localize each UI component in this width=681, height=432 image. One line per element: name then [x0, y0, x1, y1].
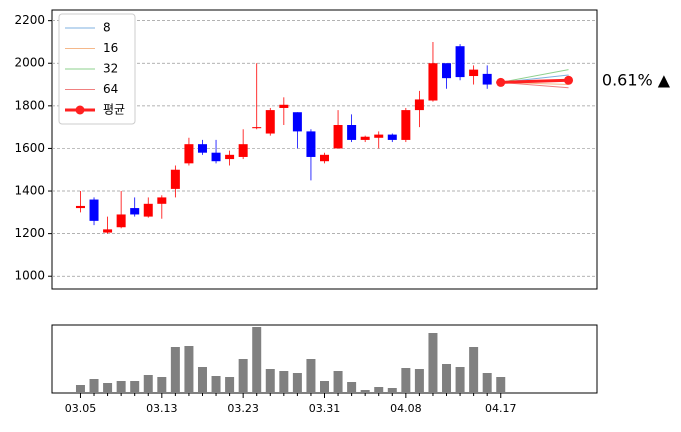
candle-body — [320, 154, 329, 162]
volume-bar — [320, 381, 329, 393]
volume-bar — [387, 388, 397, 393]
candle-body — [184, 144, 194, 164]
legend-label: 평균 — [103, 103, 125, 117]
candle-body — [347, 125, 357, 140]
volume-bar — [197, 367, 207, 393]
y-tick-label: 1600 — [14, 141, 45, 155]
y-tick-label: 1000 — [14, 269, 45, 283]
y-tick-label: 1400 — [14, 184, 45, 198]
candle-body — [387, 134, 397, 140]
series-marker — [564, 75, 574, 85]
candle-body — [143, 203, 153, 217]
legend-label: 16 — [103, 41, 118, 55]
candle-body — [279, 104, 289, 108]
annotation: 0.61% ▲ — [602, 71, 671, 90]
candle-body — [197, 144, 207, 153]
volume-bar — [265, 369, 275, 393]
volume-bar — [374, 387, 384, 393]
candle-body — [211, 152, 221, 162]
volume-bar — [414, 369, 424, 393]
volume-bar — [401, 368, 411, 393]
legend-label: 32 — [103, 62, 118, 76]
candle-body — [414, 99, 424, 111]
series-line — [500, 69, 569, 83]
y-tick-label: 2000 — [14, 56, 45, 70]
candle-body — [225, 154, 235, 160]
volume-bar — [469, 347, 479, 393]
legend-box — [58, 13, 136, 125]
volume-bar — [116, 381, 126, 393]
volume-bar — [333, 371, 343, 393]
candle-body — [374, 134, 384, 138]
main-frame — [51, 9, 598, 290]
volume-bar — [306, 359, 316, 393]
volume-bar — [225, 377, 235, 393]
candle-body — [265, 110, 275, 134]
volume-bar — [496, 377, 506, 393]
y-tick-label: 2200 — [14, 13, 45, 27]
volume-bar — [442, 364, 452, 393]
candle-body — [75, 205, 85, 209]
volume-bar — [347, 382, 357, 393]
candle-body — [103, 229, 113, 233]
candle-body — [157, 197, 167, 204]
volume-bar — [252, 327, 262, 393]
y-tick-label: 1800 — [14, 98, 45, 112]
candle-body — [252, 127, 262, 129]
candle-body — [116, 214, 126, 228]
x-tick-label: 04.08 — [390, 402, 422, 415]
volume-bar — [292, 373, 302, 393]
volume-bar — [455, 367, 465, 393]
candle-body — [469, 69, 479, 77]
candle-body — [333, 125, 343, 149]
volume-bar — [170, 347, 180, 393]
y-tick-label: 1200 — [14, 226, 45, 240]
candle-body — [442, 63, 452, 79]
candle-body — [401, 110, 411, 140]
candle-body — [306, 131, 316, 157]
volume-bar — [75, 385, 85, 393]
candle-body — [428, 63, 438, 101]
candle-body — [292, 112, 302, 132]
volume-bar — [89, 379, 99, 393]
volume-bar — [184, 346, 194, 393]
x-tick-label: 04.17 — [485, 402, 517, 415]
series-line — [500, 78, 569, 84]
volume-bar — [103, 383, 113, 393]
candle-body — [130, 208, 140, 215]
x-tick-label: 03.05 — [65, 402, 97, 415]
candle-body — [238, 144, 248, 157]
candle-body — [89, 199, 99, 221]
volume-bar — [482, 373, 492, 393]
volume-bar — [360, 390, 370, 393]
legend-marker — [75, 105, 85, 115]
volume-bar — [157, 377, 167, 393]
candle-body — [360, 136, 370, 140]
volume-bar — [130, 381, 140, 393]
volume-bar — [211, 376, 221, 393]
volume-bar — [238, 359, 248, 393]
x-tick-label: 03.31 — [309, 402, 341, 415]
candle-body — [482, 73, 492, 85]
volume-bar — [143, 375, 153, 393]
volume-bar — [279, 371, 289, 393]
volume-bar — [428, 333, 438, 393]
legend-label: 64 — [103, 82, 118, 96]
x-tick-label: 03.13 — [146, 402, 178, 415]
series-marker — [496, 77, 506, 87]
x-tick-label: 03.23 — [227, 402, 259, 415]
legend: 8 16 32 64 평균 — [58, 13, 136, 125]
legend-label: 8 — [103, 21, 111, 35]
candle-body — [455, 46, 465, 78]
candle-body — [170, 169, 180, 189]
